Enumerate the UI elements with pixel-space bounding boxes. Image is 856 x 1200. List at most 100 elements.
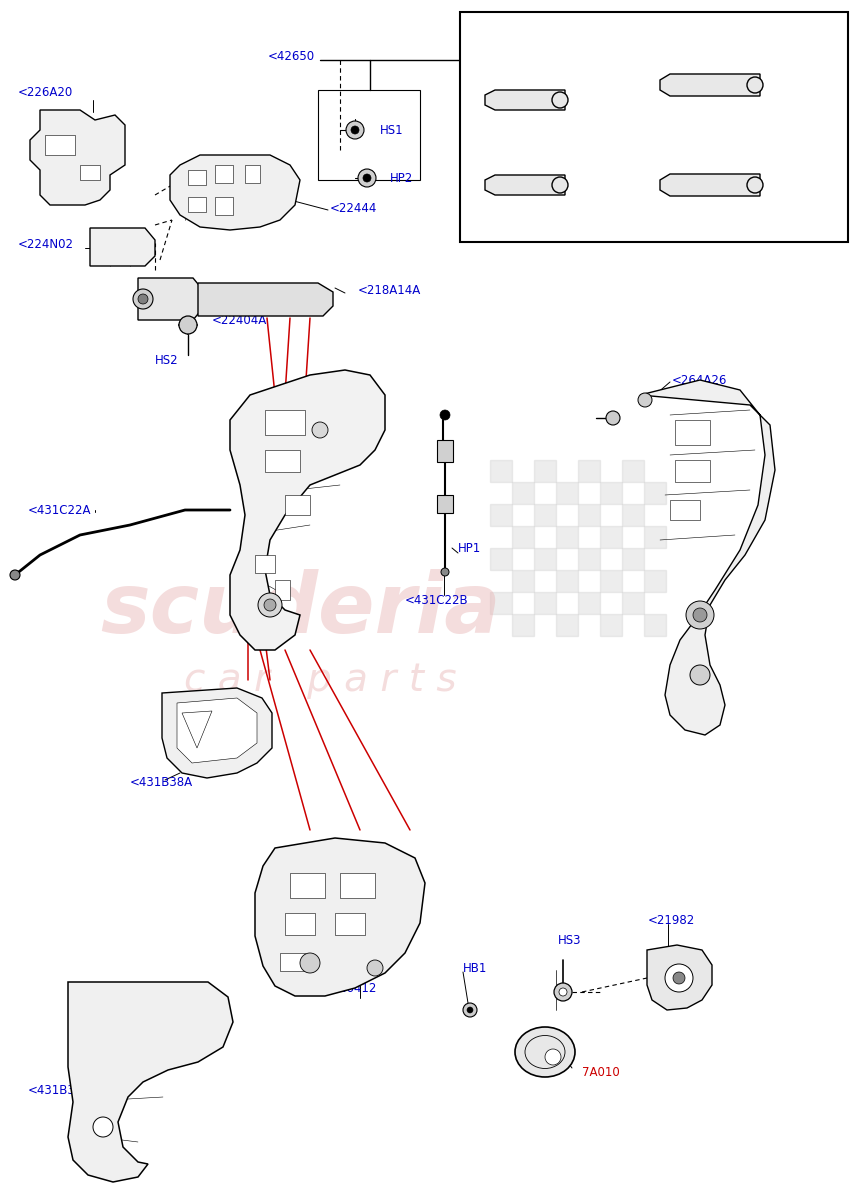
Circle shape	[467, 1007, 473, 1013]
Bar	[578, 460, 600, 482]
Text: <22404B: <22404B	[648, 185, 697, 194]
Polygon shape	[640, 380, 775, 734]
Circle shape	[545, 1049, 561, 1066]
Text: c a r   p a r t s: c a r p a r t s	[184, 661, 456, 698]
Bar	[188, 170, 206, 185]
Text: <22404B: <22404B	[648, 56, 697, 67]
Text: <42650: <42650	[268, 49, 315, 62]
Circle shape	[552, 92, 568, 108]
Bar	[556, 614, 578, 636]
Circle shape	[258, 593, 282, 617]
Bar	[534, 592, 556, 614]
Bar	[578, 592, 600, 614]
Circle shape	[638, 392, 652, 407]
Bar	[578, 548, 600, 570]
Text: HB1: HB1	[463, 961, 487, 974]
Bar	[490, 460, 512, 482]
Circle shape	[363, 174, 371, 182]
Text: <224N02: <224N02	[18, 239, 74, 252]
Text: HP1: HP1	[458, 541, 481, 554]
Bar	[437, 494, 453, 514]
Bar	[265, 450, 300, 472]
Text: <22404B: <22404B	[555, 56, 603, 67]
Bar	[335, 913, 365, 935]
Circle shape	[606, 410, 620, 425]
Circle shape	[559, 988, 567, 996]
Circle shape	[690, 665, 710, 685]
Circle shape	[179, 316, 197, 334]
Bar	[600, 614, 622, 636]
Bar	[622, 504, 644, 526]
Circle shape	[133, 289, 153, 308]
Polygon shape	[90, 228, 155, 266]
Text: <431B38A: <431B38A	[130, 775, 193, 788]
Circle shape	[440, 410, 450, 420]
Bar	[670, 500, 700, 520]
Circle shape	[93, 1117, 113, 1138]
Circle shape	[463, 1003, 477, 1018]
Text: <218A14C: <218A14C	[480, 23, 537, 32]
Text: <218A14C: <218A14C	[720, 23, 776, 32]
Bar	[490, 548, 512, 570]
Bar	[600, 526, 622, 548]
Circle shape	[747, 77, 763, 92]
Bar	[534, 504, 556, 526]
Polygon shape	[68, 982, 233, 1182]
Ellipse shape	[515, 1027, 575, 1078]
Polygon shape	[162, 688, 272, 778]
Polygon shape	[138, 278, 203, 320]
Bar	[534, 548, 556, 570]
Text: scuderia: scuderia	[100, 570, 500, 650]
Text: <21982: <21982	[648, 913, 695, 926]
Bar	[578, 504, 600, 526]
Polygon shape	[177, 698, 257, 763]
Bar	[644, 614, 666, 636]
Bar	[556, 570, 578, 592]
Text: HS3: HS3	[558, 934, 581, 947]
Circle shape	[552, 176, 568, 193]
Bar	[285, 913, 315, 935]
Bar	[675, 460, 710, 482]
Polygon shape	[230, 370, 385, 650]
Text: 7A010: 7A010	[582, 1066, 620, 1079]
Circle shape	[441, 568, 449, 576]
Bar	[340, 874, 375, 898]
Polygon shape	[485, 90, 565, 110]
Bar	[556, 526, 578, 548]
Text: HS1: HS1	[380, 124, 404, 137]
Circle shape	[686, 601, 714, 629]
Text: <22444: <22444	[330, 202, 377, 215]
Bar	[285, 494, 310, 515]
Bar	[460, 12, 848, 242]
Bar	[215, 164, 233, 182]
Text: <218A14C: <218A14C	[482, 23, 538, 32]
Bar	[622, 592, 644, 614]
Text: <26412: <26412	[330, 982, 377, 995]
Circle shape	[554, 983, 572, 1001]
Circle shape	[747, 176, 763, 193]
Circle shape	[138, 294, 148, 304]
Circle shape	[351, 126, 359, 134]
Bar	[80, 164, 100, 180]
Bar	[600, 482, 622, 504]
Bar	[290, 874, 325, 898]
Bar	[437, 440, 453, 462]
Text: HP2: HP2	[390, 172, 413, 185]
Bar	[622, 460, 644, 482]
Circle shape	[665, 964, 693, 992]
Circle shape	[693, 608, 707, 622]
Polygon shape	[255, 838, 425, 996]
Bar	[280, 953, 305, 971]
Bar	[265, 410, 305, 434]
Bar	[512, 570, 534, 592]
Circle shape	[10, 570, 20, 580]
Bar	[644, 482, 666, 504]
Polygon shape	[660, 74, 760, 96]
Bar	[245, 164, 260, 182]
Bar	[644, 526, 666, 548]
Bar	[45, 134, 75, 155]
Circle shape	[346, 121, 364, 139]
Bar	[512, 526, 534, 548]
Text: <218A14B: <218A14B	[475, 140, 531, 150]
Bar	[556, 482, 578, 504]
